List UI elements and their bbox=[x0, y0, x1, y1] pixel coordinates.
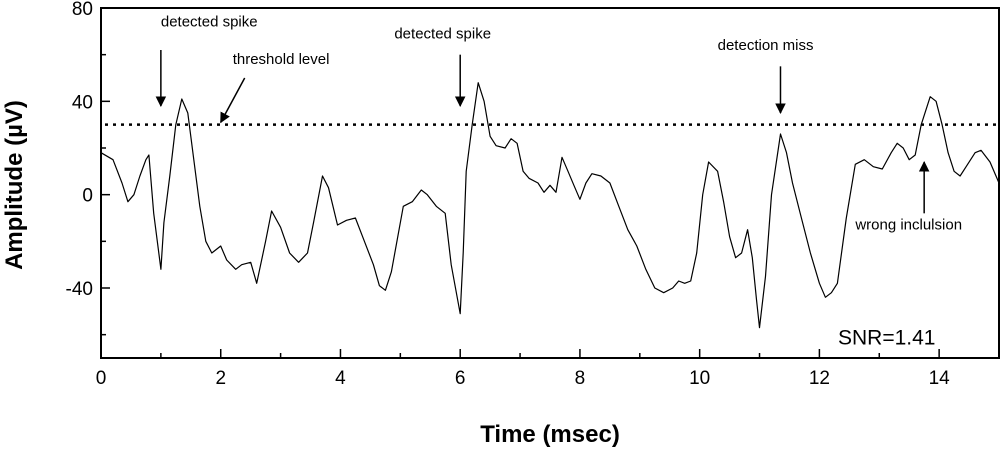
annotations: detected spike threshold level detected sp… bbox=[155, 14, 962, 234]
y-axis-ticks: -40 0 40 80 bbox=[66, 0, 110, 336]
x-tick-label: 12 bbox=[809, 368, 830, 389]
x-tick-label: 2 bbox=[215, 368, 226, 389]
x-tick-label: 14 bbox=[929, 368, 951, 389]
y-tick-label: -40 bbox=[66, 279, 93, 300]
snr-label: SNR=1.41 bbox=[838, 327, 935, 350]
x-tick-label: 8 bbox=[575, 368, 586, 389]
signal-series-line bbox=[100, 82, 1000, 329]
annotation-arrow bbox=[220, 77, 246, 124]
y-tick-label: 80 bbox=[72, 0, 93, 20]
y-axis-title: Amplitude (µV) bbox=[1, 100, 28, 270]
annotation-label: detected spike bbox=[394, 25, 491, 42]
annotation-label: detection miss bbox=[718, 37, 814, 54]
x-tick-label: 6 bbox=[455, 368, 466, 389]
x-tick-label: 0 bbox=[96, 368, 107, 389]
x-tick-label: 10 bbox=[689, 368, 710, 389]
x-tick-label: 4 bbox=[335, 368, 346, 389]
x-axis-ticks: 0 2 4 6 8 10 12 14 bbox=[96, 349, 1000, 389]
annotation-label: detected spike bbox=[161, 14, 258, 31]
y-tick-label: 40 bbox=[72, 92, 93, 113]
x-axis-title: Time (msec) bbox=[480, 421, 620, 448]
annotation-label: wrong inclulsion bbox=[854, 217, 962, 234]
annotation-label: threshold level bbox=[233, 51, 330, 68]
y-tick-label: 0 bbox=[82, 186, 93, 207]
